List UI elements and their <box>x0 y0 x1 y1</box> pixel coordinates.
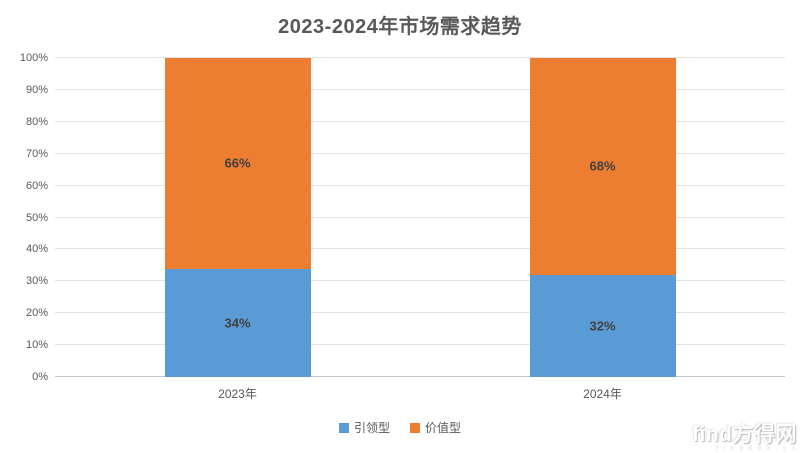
gridline <box>55 88 785 90</box>
y-tick-label: 60% <box>25 179 48 192</box>
bar-segment-价值型[interactable]: 68% <box>529 58 676 275</box>
watermark-url: f i n d 8 0 0 . c n <box>716 446 797 452</box>
gridline <box>55 312 785 314</box>
legend-item-价值型[interactable]: 价值型 <box>410 419 461 436</box>
chart-title: 2023-2024年市场需求趋势 <box>278 16 522 38</box>
legend-swatch-icon <box>338 422 349 433</box>
y-tick-label: 30% <box>25 275 48 288</box>
plot-area: 34% 66% 32% 68% <box>55 57 785 377</box>
bar-segment-价值型[interactable]: 66% <box>164 58 311 269</box>
legend-item-引领型[interactable]: 引领型 <box>338 419 390 436</box>
y-tick-label: 70% <box>25 147 48 160</box>
bar-stack[interactable]: 34% 66% <box>164 58 311 377</box>
y-tick-label: 0% <box>32 371 48 383</box>
y-tick-label: 20% <box>25 307 48 320</box>
gridline <box>55 216 785 218</box>
data-label: 68% <box>589 158 616 174</box>
bar-segment-引领型[interactable]: 32% <box>529 274 676 377</box>
bar-stack[interactable]: 32% 68% <box>529 58 676 377</box>
gridline <box>55 184 785 186</box>
legend-swatch-icon <box>410 422 420 433</box>
x-tick-label: 2023年 <box>218 387 257 401</box>
gridline <box>55 57 785 58</box>
bar-segment-引领型[interactable]: 34% <box>164 268 311 377</box>
gridline <box>55 280 785 282</box>
legend: 引领型 价值型 <box>0 419 800 436</box>
data-label: 34% <box>224 315 251 331</box>
data-label: 32% <box>589 318 616 334</box>
y-tick-label: 50% <box>25 211 48 224</box>
y-tick-label: 100% <box>19 52 48 64</box>
x-tick-label: 2024年 <box>583 387 622 401</box>
y-tick-label: 10% <box>25 339 48 352</box>
y-tick-label: 40% <box>25 243 48 256</box>
gridline <box>55 120 785 122</box>
legend-label: 引领型 <box>353 421 390 435</box>
legend-label: 价值型 <box>425 421 462 435</box>
data-label: 66% <box>224 155 251 171</box>
y-tick-label: 80% <box>25 115 48 128</box>
x-axis-line <box>55 376 785 377</box>
y-tick-label: 90% <box>25 83 48 96</box>
gridline <box>55 248 785 250</box>
gridline <box>55 152 785 154</box>
gridline <box>55 344 785 346</box>
